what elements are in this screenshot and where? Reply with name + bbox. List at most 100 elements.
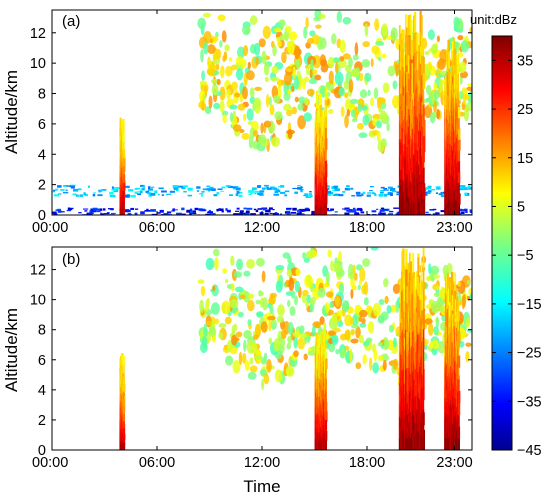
column-cell [122, 118, 125, 129]
column-cell [317, 122, 319, 134]
column-cell [455, 311, 458, 328]
cloud-cell [367, 89, 371, 97]
cloud-cell [257, 134, 267, 145]
column-cell [401, 251, 403, 272]
cloud-cell [304, 274, 313, 288]
column-cell [422, 135, 426, 153]
cloud-cell [306, 294, 312, 304]
cloud-cell [310, 59, 314, 71]
column-cell [457, 414, 460, 427]
column-cell [401, 57, 404, 76]
clutter-cell [250, 193, 253, 194]
clutter-cell [393, 207, 400, 209]
cloud-cell [242, 25, 251, 36]
clutter-cell [70, 185, 75, 189]
cloud-cell [331, 313, 338, 324]
clutter-cell [464, 188, 468, 190]
cloud-cell [203, 323, 208, 338]
clutter-cell [255, 209, 259, 213]
column-cell [416, 271, 418, 290]
cloud-cell [293, 335, 298, 349]
column-cell [399, 417, 401, 435]
cloud-cell [286, 342, 292, 350]
column-cell [456, 47, 459, 65]
y-tick-label: 6 [38, 353, 46, 369]
cloud-cell [348, 263, 354, 276]
clutter-cell [187, 187, 193, 191]
clutter-cell [167, 193, 172, 195]
column-cell [398, 349, 401, 361]
cloud-cell [247, 121, 253, 125]
cloud-cell [362, 41, 371, 48]
cloud-cell [218, 323, 227, 328]
clutter-cell [351, 195, 356, 197]
cloud-cell [197, 279, 205, 284]
clutter-cell [110, 208, 114, 211]
column-cell [403, 54, 406, 72]
cloud-cell [304, 76, 310, 83]
clutter-cell [57, 185, 62, 188]
column-cell [409, 54, 412, 76]
cloud-cell [242, 86, 248, 100]
cloud-cell [433, 100, 437, 114]
clutter-cell [284, 211, 291, 214]
column-cell [457, 355, 461, 368]
column-cell [446, 326, 449, 345]
cloud-cell [304, 97, 309, 106]
cloud-cell [367, 321, 375, 334]
clutter-cell [111, 189, 117, 191]
cloud-cell [439, 78, 444, 93]
column-cell [317, 112, 320, 124]
y-tick-label: 0 [38, 443, 46, 459]
column-cell [422, 409, 425, 431]
cloud-cell [386, 305, 392, 314]
clutter-cell [265, 209, 271, 213]
cloud-cell [243, 45, 249, 57]
column-cell [325, 138, 328, 150]
clutter-cell [196, 186, 201, 189]
column-cell [411, 276, 413, 295]
cloud-cell [232, 360, 241, 374]
clutter-cell [196, 190, 200, 192]
clutter-cell [207, 211, 213, 214]
panel-b-reflectivity [119, 247, 472, 450]
clutter-cell [265, 186, 268, 188]
cloud-cell [324, 302, 330, 314]
column-cell [422, 151, 424, 168]
column-cell [402, 329, 405, 350]
cloud-cell [201, 70, 206, 81]
clutter-cell [257, 192, 263, 195]
cloud-cell [276, 315, 285, 323]
cloud-cell [308, 249, 318, 259]
clutter-cell [77, 188, 82, 191]
clutter-cell [201, 209, 207, 211]
clutter-cell [379, 212, 386, 215]
cloud-cell [288, 277, 295, 292]
clutter-cell [100, 212, 103, 215]
colorbar-tick-label: 25 [517, 102, 533, 118]
y-tick-label: 8 [38, 87, 46, 103]
cloud-cell [230, 255, 235, 266]
cloud-cell [212, 285, 216, 292]
y-tick-label: 2 [38, 413, 46, 429]
clutter-cell [238, 194, 243, 197]
cloud-cell [372, 302, 381, 316]
colorbar-tick-label: 5 [517, 199, 525, 215]
cloud-cell [332, 57, 341, 63]
column-cell [411, 199, 413, 215]
cloud-cell [235, 286, 244, 293]
clutter-cell [189, 212, 192, 215]
cloud-cell [219, 86, 226, 101]
cloud-cell [333, 262, 340, 269]
column-cell [414, 423, 417, 437]
column-cell [420, 280, 423, 300]
clutter-cell [286, 207, 292, 210]
cloud-cell [334, 295, 341, 307]
cloud-cell [365, 305, 373, 316]
y-tick-label: 12 [30, 263, 46, 279]
column-cell [122, 428, 125, 436]
cloud-cell [209, 38, 214, 44]
cloud-cell [428, 93, 433, 105]
clutter-cell [73, 188, 79, 192]
cloud-cell [388, 324, 394, 333]
